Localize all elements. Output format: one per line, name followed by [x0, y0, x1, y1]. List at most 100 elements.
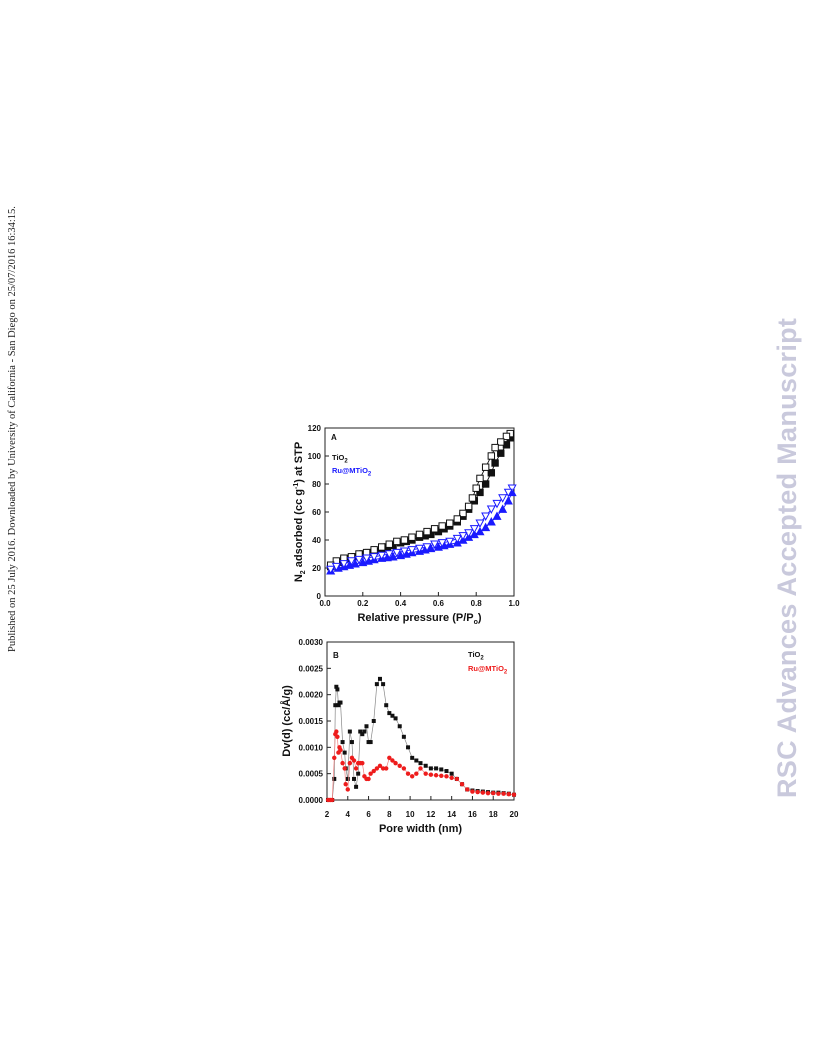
data-point [362, 554, 372, 563]
x-tick-label: 4 [346, 810, 351, 819]
data-point [384, 703, 389, 708]
x-tick-label: 0.4 [395, 599, 407, 608]
x-tick-label: 0.6 [433, 599, 445, 608]
data-point [397, 763, 402, 768]
y-tick-label: 0 [317, 592, 322, 601]
data-point [491, 443, 499, 452]
data-point [362, 729, 367, 734]
data-point [332, 776, 337, 781]
data-point [511, 792, 517, 797]
data-point [329, 797, 335, 803]
data-point [430, 540, 440, 549]
data-point [388, 552, 398, 561]
data-point [503, 488, 513, 498]
data-point [449, 771, 454, 776]
data-point [496, 791, 501, 796]
data-point [506, 792, 512, 797]
data-point [401, 766, 407, 771]
data-point [347, 760, 353, 766]
data-point [360, 732, 365, 737]
data-point [340, 740, 345, 745]
data-point [418, 761, 423, 766]
data-point [409, 774, 415, 779]
data-point [360, 760, 365, 766]
data-point [469, 525, 479, 534]
data-point [501, 791, 506, 796]
data-point [446, 519, 454, 527]
x-tick-label: 14 [447, 810, 456, 819]
y-tick-label: 0.0005 [299, 770, 324, 779]
data-point [459, 782, 465, 787]
x-tick-label: 20 [510, 810, 519, 819]
legend-entry: TiO2 [332, 453, 348, 465]
data-point [334, 729, 339, 734]
data-point [487, 469, 496, 477]
data-point [423, 527, 431, 536]
data-point [407, 546, 417, 555]
x-tick-label: 6 [366, 810, 371, 819]
data-point [366, 740, 371, 745]
data-point [423, 763, 428, 768]
data-point [350, 559, 360, 568]
x-tick-label: 10 [406, 810, 415, 819]
data-point [406, 745, 411, 750]
data-point [336, 703, 341, 708]
data-point [347, 729, 352, 734]
data-point [414, 771, 419, 776]
data-point [332, 755, 337, 761]
data-point [502, 432, 511, 441]
data-point [410, 755, 415, 760]
data-point [368, 740, 373, 745]
data-point [453, 515, 462, 523]
data-point [415, 530, 424, 539]
x-tick-label: 0.0 [319, 599, 331, 608]
data-point [507, 484, 517, 493]
y-axis-title: Dv(d) (cc/Å/g) [280, 685, 293, 757]
data-point [465, 787, 470, 792]
data-point [480, 790, 486, 795]
data-point [422, 543, 432, 552]
data-point [387, 755, 392, 761]
data-point [492, 499, 502, 509]
data-point [439, 773, 444, 778]
y-tick-label: 60 [312, 508, 321, 517]
legend-entry: Ru@MTiO2 [468, 664, 508, 676]
data-point [393, 537, 401, 546]
data-point [345, 787, 350, 792]
data-point [326, 565, 336, 575]
data-point [434, 766, 439, 771]
data-point [459, 509, 467, 518]
data-point [439, 767, 444, 772]
data-point [414, 758, 419, 763]
data-point [393, 760, 398, 766]
data-point [481, 522, 491, 532]
y-tick-label: 100 [308, 452, 322, 461]
data-point [472, 484, 480, 492]
data-point [485, 790, 491, 796]
y-tick-label: 20 [312, 564, 321, 573]
data-point [369, 553, 379, 562]
chart-a-frame [324, 427, 515, 597]
x-axis-title: Pore width (nm) [379, 823, 462, 835]
data-point [481, 480, 490, 488]
data-point [384, 550, 394, 559]
data-point [503, 496, 513, 505]
data-point [340, 760, 345, 766]
data-point [454, 776, 460, 782]
data-point [354, 784, 359, 789]
data-point [356, 771, 361, 776]
data-point [384, 766, 389, 771]
data-point [378, 543, 386, 551]
data-point [497, 438, 505, 446]
data-point [349, 740, 354, 745]
data-point [387, 711, 392, 716]
data-point [377, 763, 383, 768]
panel-label: A [331, 433, 337, 442]
x-tick-label: 8 [387, 810, 392, 819]
data-point [464, 502, 473, 511]
y-tick-label: 0.0025 [299, 664, 324, 673]
y-axis-title: N2 adsorbed (cc g-1) at STP [293, 442, 307, 582]
data-point [371, 768, 376, 774]
data-point [335, 734, 340, 739]
data-point [343, 782, 348, 787]
